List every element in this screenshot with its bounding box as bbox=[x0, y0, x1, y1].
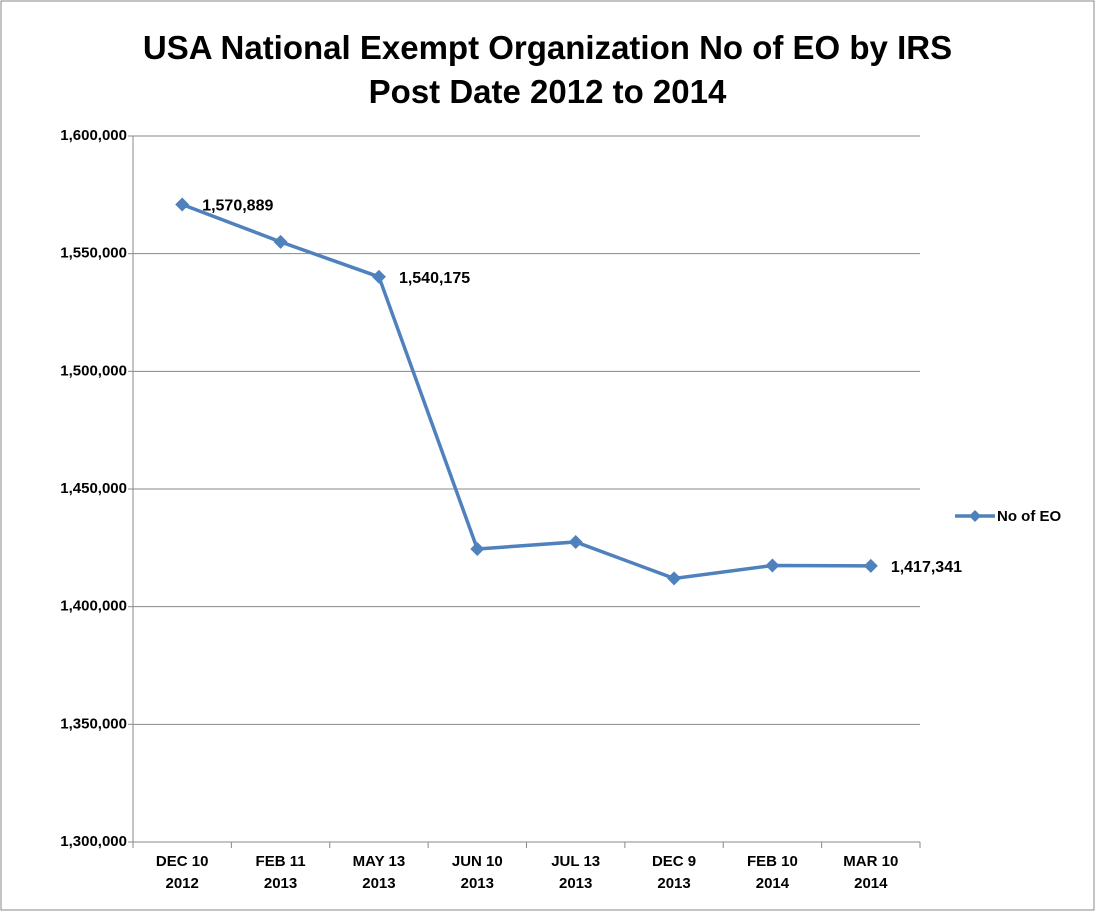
y-tick-label: 1,400,000 bbox=[60, 598, 127, 615]
y-tick-label: 1,350,000 bbox=[60, 715, 127, 732]
x-tick-label: 2014 bbox=[854, 875, 888, 892]
point-marker bbox=[765, 558, 780, 573]
chart-title: USA National Exempt Organization No of E… bbox=[142, 29, 953, 110]
data-label: 1,540,175 bbox=[399, 270, 470, 287]
y-tick-label: 1,550,000 bbox=[60, 245, 127, 262]
x-tick-label: 2013 bbox=[362, 875, 395, 892]
x-tick-label: MAY 13 bbox=[353, 853, 406, 870]
y-tick-label: 1,300,000 bbox=[60, 833, 127, 850]
x-tick-label: 2014 bbox=[756, 875, 790, 892]
y-tick-label: 1,500,000 bbox=[60, 362, 127, 379]
x-tick-label: 2013 bbox=[461, 875, 494, 892]
series-line bbox=[181, 202, 871, 581]
x-tick-label: JUL 13 bbox=[551, 853, 600, 870]
x-tick-label: 2013 bbox=[559, 875, 592, 892]
point-marker bbox=[175, 197, 190, 212]
point-marker bbox=[273, 234, 288, 249]
x-tick-label: MAR 10 bbox=[843, 853, 898, 870]
data-label: 1,417,341 bbox=[891, 559, 962, 576]
legend-marker bbox=[969, 510, 981, 522]
point-marker bbox=[863, 558, 878, 573]
point-marker bbox=[667, 571, 682, 586]
x-tick-label: 2013 bbox=[657, 875, 690, 892]
x-tick-label: 2012 bbox=[166, 875, 199, 892]
data-label: 1,570,889 bbox=[202, 198, 273, 215]
x-tick-label: JUN 10 bbox=[452, 853, 503, 870]
legend-label: No of EO bbox=[997, 508, 1061, 525]
x-tick-label: DEC 10 bbox=[156, 853, 209, 870]
x-tick-label: FEB 10 bbox=[747, 853, 798, 870]
y-tick-label: 1,450,000 bbox=[60, 480, 127, 497]
y-tick-label: 1,600,000 bbox=[60, 127, 127, 144]
point-marker bbox=[568, 534, 583, 549]
x-tick-label: 2013 bbox=[264, 875, 297, 892]
point-marker bbox=[371, 269, 386, 284]
x-tick-label: DEC 9 bbox=[652, 853, 696, 870]
x-tick-label: FEB 11 bbox=[256, 853, 306, 870]
point-marker bbox=[470, 542, 485, 557]
